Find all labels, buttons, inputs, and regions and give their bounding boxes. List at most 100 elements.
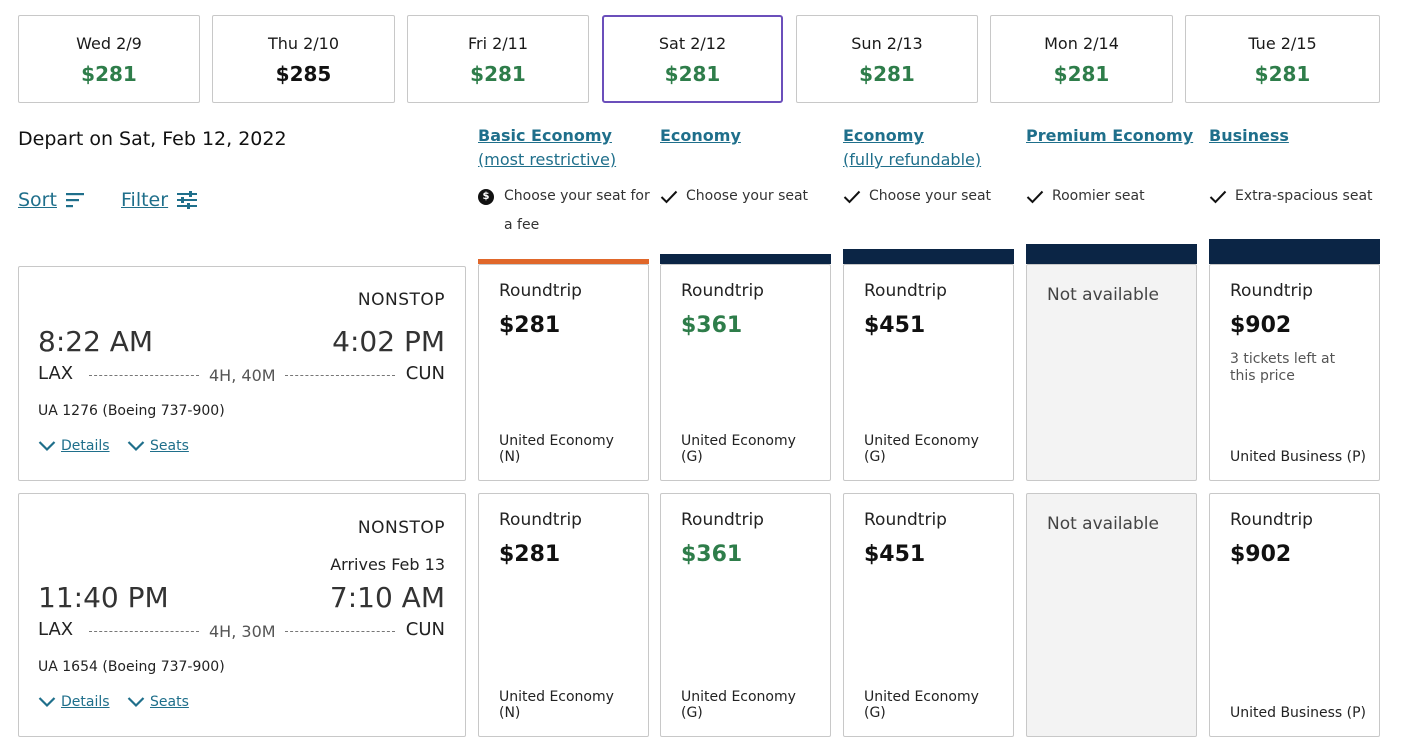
- fare-price: $281: [499, 542, 561, 567]
- details-toggle[interactable]: Details: [38, 694, 110, 710]
- date-tab-wed[interactable]: Wed 2/9 $281: [18, 15, 200, 103]
- origin-airport: LAX: [38, 363, 74, 384]
- feature-premium-economy: Roomier seat: [1026, 182, 1202, 211]
- fare-price: $361: [681, 313, 743, 338]
- origin-airport: LAX: [38, 619, 74, 640]
- fare-card-economy-refundable[interactable]: Roundtrip $451 United Economy (G): [843, 264, 1014, 481]
- arrive-time: 4:02 PM: [332, 325, 445, 358]
- stops-label: NONSTOP: [357, 518, 445, 538]
- column-header-basic-economy: Basic Economy (most restrictive): [478, 124, 654, 172]
- date-price: $285: [275, 62, 332, 86]
- feature-text: Choose your seat for a fee: [504, 188, 650, 233]
- checkmark-icon: [660, 190, 678, 203]
- fare-cabin: United Business (P): [1230, 449, 1367, 465]
- date-tab-tue[interactable]: Tue 2/15 $281: [1185, 15, 1380, 103]
- premium-economy-link[interactable]: Premium Economy: [1026, 126, 1194, 145]
- route-line-left: [89, 375, 199, 376]
- fare-unavailable: Not available: [1047, 514, 1159, 534]
- business-link[interactable]: Business: [1209, 126, 1289, 145]
- fare-trip-type: Roundtrip: [864, 281, 947, 301]
- dollar-icon: $: [478, 188, 494, 205]
- basic-economy-link[interactable]: Basic Economy: [478, 126, 612, 145]
- fare-price: $902: [1230, 313, 1292, 338]
- date-label: Thu 2/10: [267, 34, 340, 53]
- tier-bar-premium-economy: [1026, 244, 1197, 264]
- fare-cabin: United Economy (G): [681, 689, 796, 721]
- date-label: Mon 2/14: [1044, 34, 1119, 53]
- flight-card: NONSTOP Arrives Feb 13 11:40 PM 7:10 AM …: [18, 493, 466, 737]
- fare-cabin: United Economy (G): [864, 689, 979, 721]
- fare-unavailable: Not available: [1047, 285, 1159, 305]
- feature-text: Choose your seat: [869, 188, 992, 204]
- fare-card-economy[interactable]: Roundtrip $361 United Economy (G): [660, 264, 831, 481]
- page-title: Depart on Sat, Feb 12, 2022: [18, 128, 287, 150]
- fare-card-premium-economy: Not available: [1026, 264, 1197, 481]
- fare-card-premium-economy: Not available: [1026, 493, 1197, 737]
- date-price: $281: [81, 62, 137, 86]
- feature-text: Roomier seat: [1052, 188, 1145, 204]
- fare-price: $451: [864, 313, 926, 338]
- flight-number: UA 1654 (Boeing 737-900): [38, 659, 225, 675]
- arrive-time: 7:10 AM: [329, 581, 445, 614]
- chevron-down-icon: [38, 441, 56, 452]
- fare-price: $361: [681, 542, 743, 567]
- date-tab-sat-selected[interactable]: Sat 2/12 $281: [602, 15, 783, 103]
- fare-card-business[interactable]: Roundtrip $902 United Business (P): [1209, 493, 1380, 737]
- chevron-down-icon: [127, 441, 145, 452]
- basic-economy-subtitle-link[interactable]: (most restrictive): [478, 150, 617, 169]
- fare-card-basic-economy[interactable]: Roundtrip $281 United Economy (N): [478, 264, 649, 481]
- route-line-right: [285, 631, 395, 632]
- date-tab-sun[interactable]: Sun 2/13 $281: [796, 15, 978, 103]
- fare-trip-type: Roundtrip: [681, 281, 764, 301]
- flight-card: NONSTOP 8:22 AM 4:02 PM LAX 4H, 40M CUN …: [18, 266, 466, 481]
- flight-number: UA 1276 (Boeing 737-900): [38, 403, 225, 419]
- depart-time: 11:40 PM: [38, 581, 169, 614]
- fare-card-economy-refundable[interactable]: Roundtrip $451 United Economy (G): [843, 493, 1014, 737]
- flight-duration: 4H, 40M: [209, 366, 276, 385]
- details-toggle[interactable]: Details: [38, 438, 110, 454]
- date-price: $281: [1053, 62, 1110, 86]
- fare-card-business[interactable]: Roundtrip $902 3 tickets left at this pr…: [1209, 264, 1380, 481]
- date-price: $281: [470, 62, 526, 86]
- date-label: Wed 2/9: [76, 34, 142, 53]
- seats-label: Seats: [150, 694, 189, 710]
- flight-duration: 4H, 30M: [209, 622, 276, 641]
- checkmark-icon: [1026, 190, 1044, 203]
- fare-card-economy[interactable]: Roundtrip $361 United Economy (G): [660, 493, 831, 737]
- seats-toggle[interactable]: Seats: [127, 438, 189, 454]
- date-label: Sun 2/13: [851, 34, 923, 53]
- fare-price: $281: [499, 313, 561, 338]
- feature-economy: Choose your seat: [660, 182, 836, 211]
- fare-trip-type: Roundtrip: [681, 510, 764, 530]
- date-price: $281: [664, 62, 721, 86]
- route-line-right: [285, 375, 395, 376]
- column-header-economy-refundable: Economy (fully refundable): [843, 124, 1019, 172]
- fare-trip-type: Roundtrip: [864, 510, 947, 530]
- tier-bar-economy-refundable: [843, 249, 1014, 264]
- feature-economy-refundable: Choose your seat: [843, 182, 1019, 211]
- fare-cabin: United Economy (N): [499, 433, 614, 465]
- date-tab-thu[interactable]: Thu 2/10 $285: [212, 15, 395, 103]
- column-header-business: Business: [1209, 124, 1385, 148]
- feature-basic-economy: $ Choose your seat for a fee: [478, 182, 650, 240]
- tier-bar-business: [1209, 239, 1380, 264]
- feature-text: Choose your seat: [686, 188, 809, 204]
- sort-button[interactable]: Sort: [18, 189, 85, 211]
- fare-cabin: United Business (P): [1230, 705, 1367, 721]
- fare-card-basic-economy[interactable]: Roundtrip $281 United Economy (N): [478, 493, 649, 737]
- seats-toggle[interactable]: Seats: [127, 694, 189, 710]
- economy-link[interactable]: Economy: [660, 126, 741, 145]
- details-label: Details: [61, 694, 110, 710]
- seats-label: Seats: [150, 438, 189, 454]
- economy-refundable-link[interactable]: Economy: [843, 126, 924, 145]
- filter-sliders-icon: [177, 191, 198, 209]
- details-label: Details: [61, 438, 110, 454]
- date-tab-mon[interactable]: Mon 2/14 $281: [990, 15, 1173, 103]
- date-price: $281: [859, 62, 915, 86]
- route-line-left: [89, 631, 199, 632]
- filter-button[interactable]: Filter: [121, 189, 198, 211]
- destination-airport: CUN: [405, 363, 445, 384]
- fare-cabin: United Economy (N): [499, 689, 614, 721]
- date-tab-fri[interactable]: Fri 2/11 $281: [407, 15, 589, 103]
- economy-refundable-subtitle-link[interactable]: (fully refundable): [843, 150, 982, 169]
